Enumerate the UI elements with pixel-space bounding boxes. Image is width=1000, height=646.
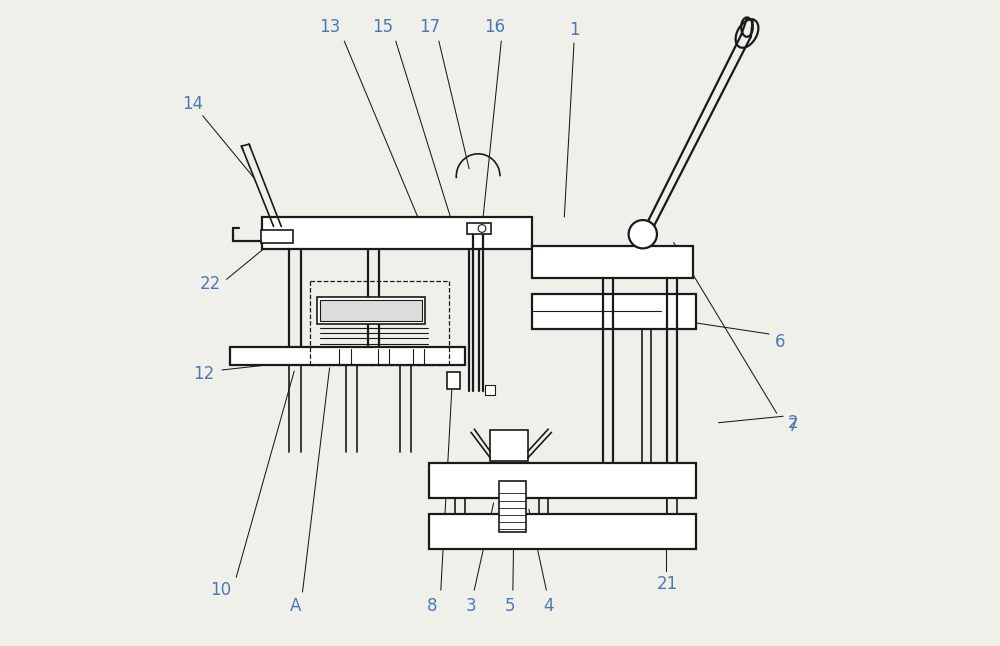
Text: 6: 6 <box>775 333 785 351</box>
Text: 22: 22 <box>200 275 221 293</box>
Text: 21: 21 <box>657 574 678 592</box>
Circle shape <box>478 225 486 233</box>
Text: 7: 7 <box>787 417 798 435</box>
Text: 2: 2 <box>787 413 798 432</box>
Bar <box>499 481 526 532</box>
Bar <box>429 514 696 549</box>
Bar <box>429 463 696 498</box>
Text: 10: 10 <box>210 581 231 599</box>
Bar <box>317 297 425 324</box>
Text: 1: 1 <box>569 21 579 39</box>
Text: A: A <box>290 597 301 615</box>
Bar <box>447 372 460 389</box>
Bar <box>490 430 528 461</box>
Text: 8: 8 <box>427 597 438 615</box>
Bar <box>261 230 293 243</box>
Circle shape <box>629 220 657 248</box>
Text: 5: 5 <box>504 597 515 615</box>
Text: 14: 14 <box>182 96 203 113</box>
Bar <box>532 294 696 329</box>
Bar <box>320 300 422 321</box>
Bar <box>485 385 495 395</box>
Bar <box>262 217 532 249</box>
Text: 17: 17 <box>419 18 440 36</box>
Text: 15: 15 <box>372 18 393 36</box>
Bar <box>467 223 491 234</box>
Text: 13: 13 <box>319 18 340 36</box>
Bar <box>230 347 465 365</box>
Text: 3: 3 <box>466 597 476 615</box>
Bar <box>532 246 693 278</box>
Text: 4: 4 <box>543 597 553 615</box>
Text: 12: 12 <box>193 366 215 384</box>
Text: 16: 16 <box>484 18 505 36</box>
